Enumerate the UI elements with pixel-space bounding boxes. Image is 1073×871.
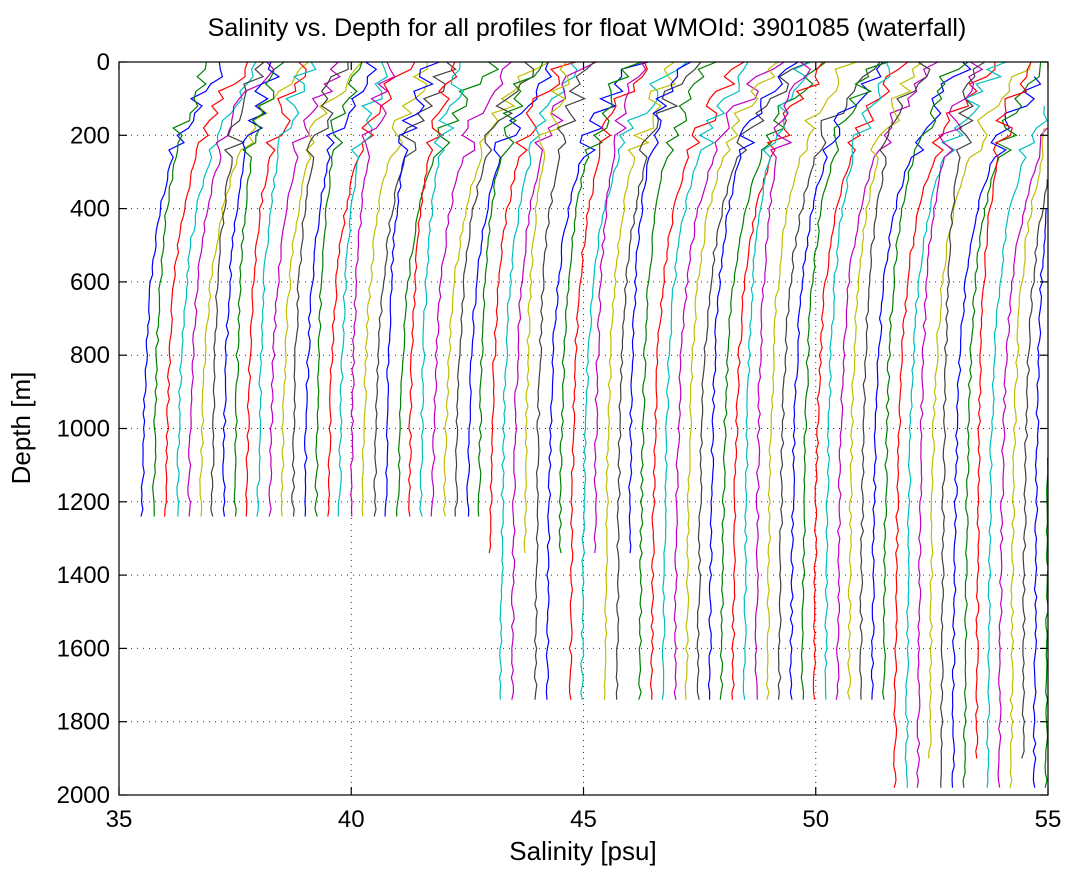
- profile-line: [233, 61, 285, 517]
- profile-line: [1009, 127, 1045, 788]
- profile-line: [951, 76, 1042, 788]
- profile-line: [916, 61, 984, 788]
- profile-line: [210, 61, 265, 517]
- y-tick-label: 1200: [57, 489, 110, 516]
- profile-line: [962, 61, 1042, 788]
- x-axis-label: Salinity [psu]: [509, 836, 656, 866]
- profile-line: [1021, 179, 1048, 759]
- profile-line: [765, 61, 857, 700]
- profile-line: [684, 61, 778, 700]
- y-tick-label: 1000: [57, 416, 110, 443]
- profile-line: [696, 61, 810, 700]
- profile-line: [800, 61, 889, 700]
- profile-line: [407, 61, 458, 517]
- profile-line: [256, 61, 317, 517]
- profile-line: [187, 61, 275, 517]
- y-tick-label: 1400: [57, 562, 110, 589]
- x-tick-label: 40: [338, 806, 365, 833]
- profile-line: [1032, 208, 1047, 788]
- profile-line: [396, 61, 500, 517]
- profile-line: [222, 61, 281, 517]
- x-tick-label: 55: [1035, 806, 1062, 833]
- profile-line: [893, 61, 996, 788]
- y-tick-label: 0: [97, 49, 110, 76]
- profile-line: [661, 61, 749, 700]
- profile-line: [268, 61, 342, 517]
- profile-line: [997, 127, 1048, 788]
- profile-line: [384, 61, 440, 517]
- profile-line: [882, 61, 969, 700]
- profile-line: [719, 61, 826, 700]
- profile-line: [649, 61, 745, 700]
- profile-line: [986, 105, 1048, 788]
- profile-line: [164, 61, 249, 517]
- y-tick-label: 400: [70, 196, 110, 223]
- profile-line: [754, 61, 812, 700]
- profile-line: [603, 61, 676, 700]
- x-tick-label: 35: [106, 806, 133, 833]
- profile-line: [488, 61, 576, 554]
- profile-line: [1044, 457, 1049, 788]
- y-axis-ticks: 0 200 400 600 800 1000 1200 1400 1600 1800 2000: [57, 49, 1048, 809]
- profile-line: [510, 61, 597, 700]
- profile-line: [477, 61, 544, 517]
- profile-line: [870, 61, 972, 700]
- profile-line: [314, 61, 363, 517]
- y-tick-label: 600: [70, 269, 110, 296]
- profile-line: [812, 61, 909, 700]
- profile-line: [545, 61, 649, 700]
- profile-line: [742, 61, 812, 700]
- profile-line: [523, 61, 571, 554]
- profile-line: [350, 61, 396, 517]
- y-tick-label: 2000: [57, 782, 110, 809]
- profile-line: [245, 61, 307, 517]
- y-tick-label: 1600: [57, 635, 110, 662]
- profile-line: [152, 61, 207, 517]
- profile-line: [580, 61, 688, 700]
- profile-line: [939, 61, 986, 788]
- profile-line: [291, 61, 349, 517]
- profile-line: [280, 61, 363, 517]
- x-axis-ticks: 35 40 45 50 55: [106, 62, 1062, 833]
- profile-line: [593, 61, 647, 554]
- profile-line: [430, 61, 512, 517]
- profile-line: [975, 61, 1032, 759]
- y-axis-label: Depth [m]: [6, 372, 36, 485]
- profile-line: [707, 61, 799, 700]
- profile-line: [731, 61, 824, 700]
- x-tick-label: 45: [570, 806, 597, 833]
- profile-line: [498, 61, 578, 700]
- profile-line: [859, 61, 931, 700]
- profile-line: [777, 61, 881, 700]
- profile-line: [904, 61, 1007, 788]
- profile-line: [628, 61, 692, 554]
- y-tick-label: 1800: [57, 709, 110, 736]
- profile-line: [176, 61, 257, 517]
- profile-line: [568, 61, 648, 700]
- profile-line: [303, 61, 378, 517]
- x-tick-label: 50: [802, 806, 829, 833]
- profile-line: [835, 61, 939, 700]
- profile-line: [140, 61, 224, 517]
- profile-lines: [140, 61, 1049, 788]
- profile-line: [638, 61, 717, 700]
- profile-line: [847, 61, 924, 700]
- profile-line: [928, 61, 1032, 759]
- profile-line: [615, 61, 702, 700]
- chart-title: Salinity vs. Depth for all profiles for …: [208, 14, 967, 42]
- profile-line: [373, 61, 457, 517]
- profile-line: [419, 61, 465, 517]
- profile-line: [533, 61, 595, 700]
- profile-line: [337, 61, 389, 517]
- profile-line: [199, 61, 309, 517]
- y-tick-label: 800: [70, 342, 110, 369]
- profile-line: [824, 61, 891, 700]
- y-tick-label: 200: [70, 122, 110, 149]
- profile-line: [327, 61, 416, 517]
- profile-line: [673, 61, 785, 700]
- profile-line: [454, 61, 535, 517]
- profile-line: [789, 61, 884, 700]
